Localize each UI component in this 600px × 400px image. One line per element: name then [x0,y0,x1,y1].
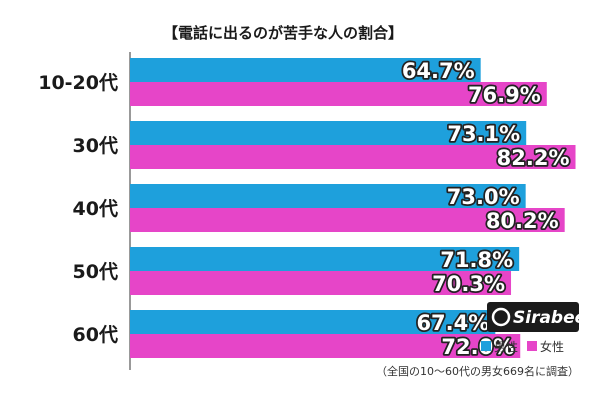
bar-female-50 [130,271,512,295]
brand-logo: Sirabee [487,302,586,332]
legend: 男性 女性 [481,339,564,354]
value-label-female-10-20: 76.9% [468,83,541,107]
bar-female-10-20 [130,82,547,106]
value-label-female-60: 72.0% [441,335,514,359]
bar-female-40 [130,208,565,232]
bar-female-30 [130,145,576,169]
category-label-60: 60代 [73,324,118,346]
legend-label-male: 男性 [494,340,518,354]
value-label-male-40: 73.0% [447,185,520,209]
bar-male-10-20 [130,58,481,82]
bar-male-30 [130,121,527,145]
value-label-female-30: 82.2% [497,146,570,170]
legend-swatch-male [481,341,491,351]
bar-male-40 [130,184,526,208]
value-label-male-60: 67.4% [416,311,489,335]
category-label-10-20: 10-20代 [38,72,118,94]
bar-male-50 [130,247,520,271]
brand-name: Sirabee [513,308,586,328]
category-label-50: 50代 [73,261,118,283]
value-label-female-50: 70.3% [432,272,505,296]
legend-swatch-female [527,341,537,351]
brand-mark-icon [491,307,511,327]
legend-label-female: 女性 [540,339,564,354]
value-label-male-30: 73.1% [447,122,520,146]
chart-title: 【電話に出るのが苦手な人の割合】 [163,24,403,42]
category-label-40: 40代 [73,198,118,220]
value-label-male-10-20: 64.7% [402,59,475,83]
value-label-female-40: 80.2% [486,209,559,233]
value-label-male-50: 71.8% [440,248,513,272]
bars-group: 10-20代 64.7%76.9% 30代 73.1%82.2% 40代 73.0%80.… [38,57,576,361]
category-label-30: 30代 [73,135,118,157]
bar-male-60 [130,310,496,334]
brand-logo-bg [487,302,579,332]
footnote: （全国の10〜60代の男女669名に調査） [376,364,579,378]
bar-female-60 [130,334,521,358]
